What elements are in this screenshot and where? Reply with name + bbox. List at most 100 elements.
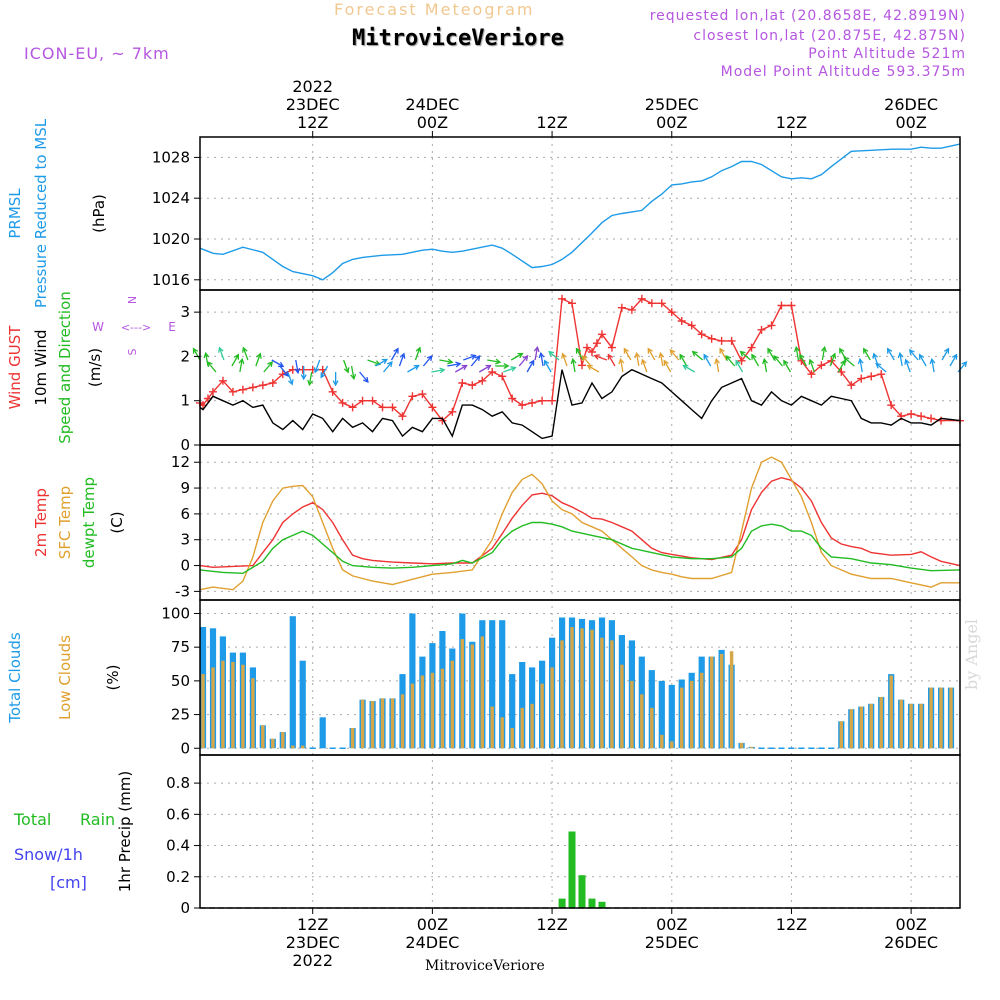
y-tick-label: 0.4 xyxy=(166,837,190,855)
forecast-title: Forecast Meteogram xyxy=(334,0,535,19)
wind-barb xyxy=(682,364,696,373)
low-cloud-bar xyxy=(570,627,574,749)
wind-barb-head xyxy=(714,357,721,365)
wind-barb-shaft xyxy=(821,347,826,361)
y-tick-label: 1024 xyxy=(152,189,190,207)
compass-north: N xyxy=(126,296,139,304)
wind-barb xyxy=(725,354,736,367)
x-tick-label-bottom: 25DEC xyxy=(645,933,699,952)
y-tick-label: 3 xyxy=(180,531,190,549)
precip-panel-frame xyxy=(199,754,961,909)
gust-marker xyxy=(478,376,487,385)
y-tick-label: 0.6 xyxy=(166,805,190,823)
wind-barb-head xyxy=(307,379,314,387)
gust-marker xyxy=(917,412,926,421)
total-cloud-bar xyxy=(289,616,296,749)
gust-marker xyxy=(687,321,696,330)
wind-barb-shaft xyxy=(470,355,481,367)
low-cloud-bar xyxy=(919,703,923,749)
wind-barb-head xyxy=(522,354,529,362)
y-tick-label: 0 xyxy=(180,557,190,575)
wind-barb-shaft xyxy=(572,359,576,373)
wind-barb-head xyxy=(739,350,746,357)
gust-marker xyxy=(667,308,676,317)
wind-barb-head xyxy=(413,364,420,371)
wind-barb xyxy=(218,346,225,361)
wind-barb xyxy=(799,353,807,367)
wind-barb xyxy=(719,347,728,361)
wind-barb-head xyxy=(857,357,864,365)
gust-marker xyxy=(847,381,856,390)
gust-marker xyxy=(448,407,457,416)
wind-barb-shaft xyxy=(909,349,919,361)
gust-marker xyxy=(538,396,547,405)
wind-barb-shaft xyxy=(518,355,529,367)
wind-barb xyxy=(820,345,827,361)
wind-barb xyxy=(751,353,760,367)
gust-marker xyxy=(867,372,876,381)
compass-arrows: <---> xyxy=(121,321,151,334)
gust-marker xyxy=(787,301,796,310)
low-cloud-bar xyxy=(849,709,853,749)
gust-marker xyxy=(877,370,886,379)
wind-barb xyxy=(255,352,262,367)
low-cloud-bar xyxy=(749,746,754,749)
wind-barb-shaft xyxy=(683,364,696,373)
low-cloud-bar xyxy=(221,660,225,749)
y-tick-label: 0 xyxy=(180,739,190,757)
low-cloud-bar xyxy=(281,732,285,749)
wind-barb-shaft xyxy=(783,360,792,373)
wind-barb-shaft xyxy=(692,351,704,361)
temp-axis-label: (C) xyxy=(108,511,126,533)
low-cloud-bar xyxy=(550,667,554,749)
x-tick-label-bottom: 2022 xyxy=(292,951,333,970)
wind-barb-shaft xyxy=(887,348,895,361)
total-cloud-bar xyxy=(509,674,516,749)
x-tick-label-top: 25DEC xyxy=(645,95,699,114)
gust-marker xyxy=(717,336,726,345)
wind-barb-shaft xyxy=(510,352,523,361)
wind-barb-head xyxy=(783,359,789,366)
wind-barb-shaft xyxy=(919,354,927,367)
wind-barb-head xyxy=(843,356,850,363)
wind-barb-shaft xyxy=(795,347,800,361)
wind-barb xyxy=(238,357,245,373)
total-cloud-bar xyxy=(499,620,506,749)
wind-barb-head xyxy=(918,353,925,360)
wind-barb-head xyxy=(634,351,641,359)
wind-barb-head xyxy=(682,364,689,371)
line-layer xyxy=(192,143,968,909)
gust-marker xyxy=(508,394,517,403)
wind-barb xyxy=(808,358,815,373)
gust-marker xyxy=(817,361,826,370)
low-cloud-bar xyxy=(430,672,435,749)
low-cloud-bar xyxy=(859,706,863,749)
low-cloud-bar xyxy=(520,707,524,749)
wind-barb-head xyxy=(929,357,936,365)
y-tick-label: 0.2 xyxy=(166,868,190,886)
wind-barb-shaft xyxy=(231,354,239,367)
rain-bar xyxy=(558,898,566,908)
wind-barb-head xyxy=(415,346,422,353)
wind-axis-label: 10m Wind xyxy=(32,329,50,405)
wind-barb-head xyxy=(618,357,625,365)
low-cloud-bar xyxy=(291,745,295,749)
wind-barb-shaft xyxy=(540,353,544,367)
wind-speed-line xyxy=(199,368,961,440)
gust-marker xyxy=(208,387,217,396)
wind-barb-shaft xyxy=(607,354,616,367)
gust-marker xyxy=(568,299,577,308)
wind-barb xyxy=(767,347,776,361)
x-tick-label-top: 00Z xyxy=(417,113,448,132)
wind-barb-head xyxy=(575,347,582,354)
wind-barb-head xyxy=(872,352,878,359)
wind-barb-shaft xyxy=(663,360,672,373)
wind-barb-head xyxy=(242,346,248,353)
gust-marker xyxy=(677,317,686,325)
gust-marker xyxy=(558,294,567,303)
wind-barb-head xyxy=(363,376,369,384)
legend-rain: Rain xyxy=(80,810,115,829)
gust-marker xyxy=(577,361,586,370)
wind-barb-head xyxy=(607,353,614,360)
wind-barb xyxy=(857,357,864,373)
